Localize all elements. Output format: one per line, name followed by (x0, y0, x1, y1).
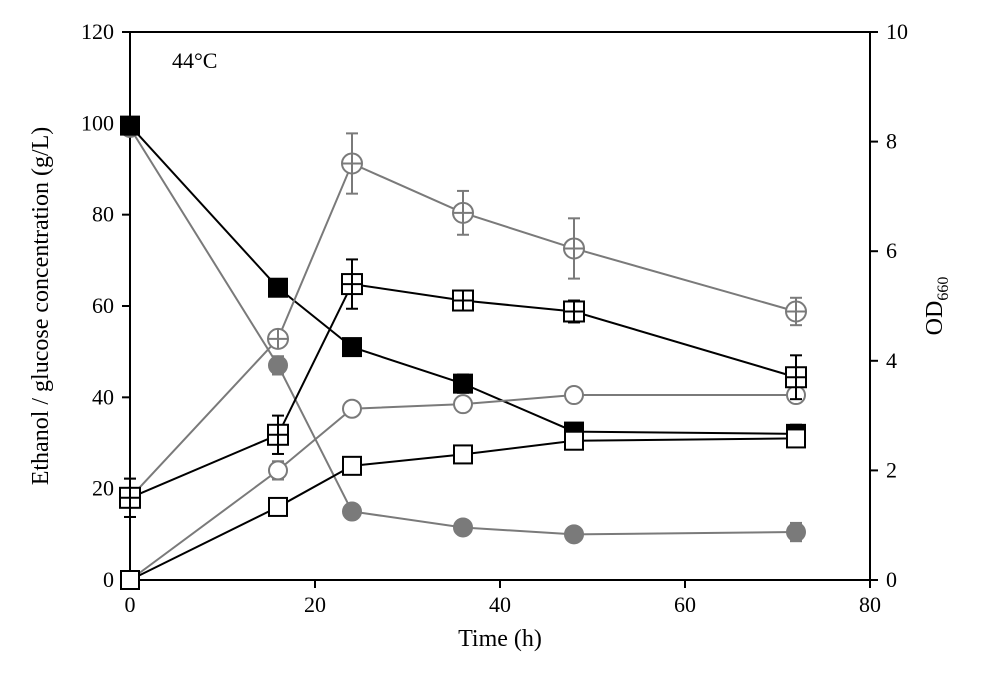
yr-tick-label: 0 (886, 567, 897, 592)
yl-axis-label: Ethanol / glucose concentration (g/L) (28, 127, 54, 486)
yl-tick-label: 100 (81, 110, 114, 135)
yl-tick-label: 20 (92, 476, 114, 501)
x-tick-label: 80 (859, 592, 881, 617)
yr-tick-label: 2 (886, 457, 897, 482)
yl-tick-label: 0 (103, 567, 114, 592)
x-tick-label: 40 (489, 592, 511, 617)
yr-axis-label: OD660 (922, 277, 952, 336)
x-tick-label: 60 (674, 592, 696, 617)
series-s4-open-square-black (121, 429, 805, 589)
yl-tick-label: 60 (92, 293, 114, 318)
x-axis-label: Time (h) (458, 626, 542, 652)
x-tick-label: 0 (125, 592, 136, 617)
series-s1-filled-circle-gray (121, 119, 805, 543)
chart-svg: 020406080Time (h)020406080100120Ethanol … (0, 0, 1000, 679)
yr-tick-label: 8 (886, 129, 897, 154)
yr-tick-label: 6 (886, 238, 897, 263)
yr-tick-label: 4 (886, 348, 897, 373)
yr-tick-label: 10 (886, 19, 908, 44)
x-tick-label: 20 (304, 592, 326, 617)
yl-tick-label: 40 (92, 384, 114, 409)
temperature-annotation: 44°C (172, 48, 217, 73)
yl-tick-label: 120 (81, 19, 114, 44)
series-s3-open-circle-gray (121, 386, 805, 589)
yl-tick-label: 80 (92, 202, 114, 227)
